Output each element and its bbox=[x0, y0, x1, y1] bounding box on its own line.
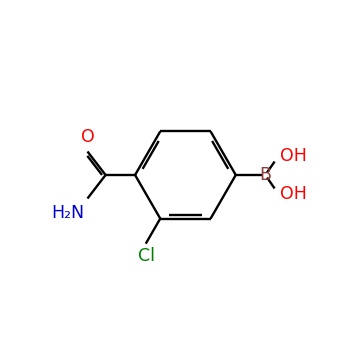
Text: OH: OH bbox=[280, 186, 307, 203]
Text: OH: OH bbox=[280, 147, 307, 164]
Text: O: O bbox=[80, 128, 94, 146]
Text: H₂N: H₂N bbox=[51, 204, 84, 222]
Text: Cl: Cl bbox=[138, 247, 155, 265]
Text: B: B bbox=[259, 166, 271, 184]
